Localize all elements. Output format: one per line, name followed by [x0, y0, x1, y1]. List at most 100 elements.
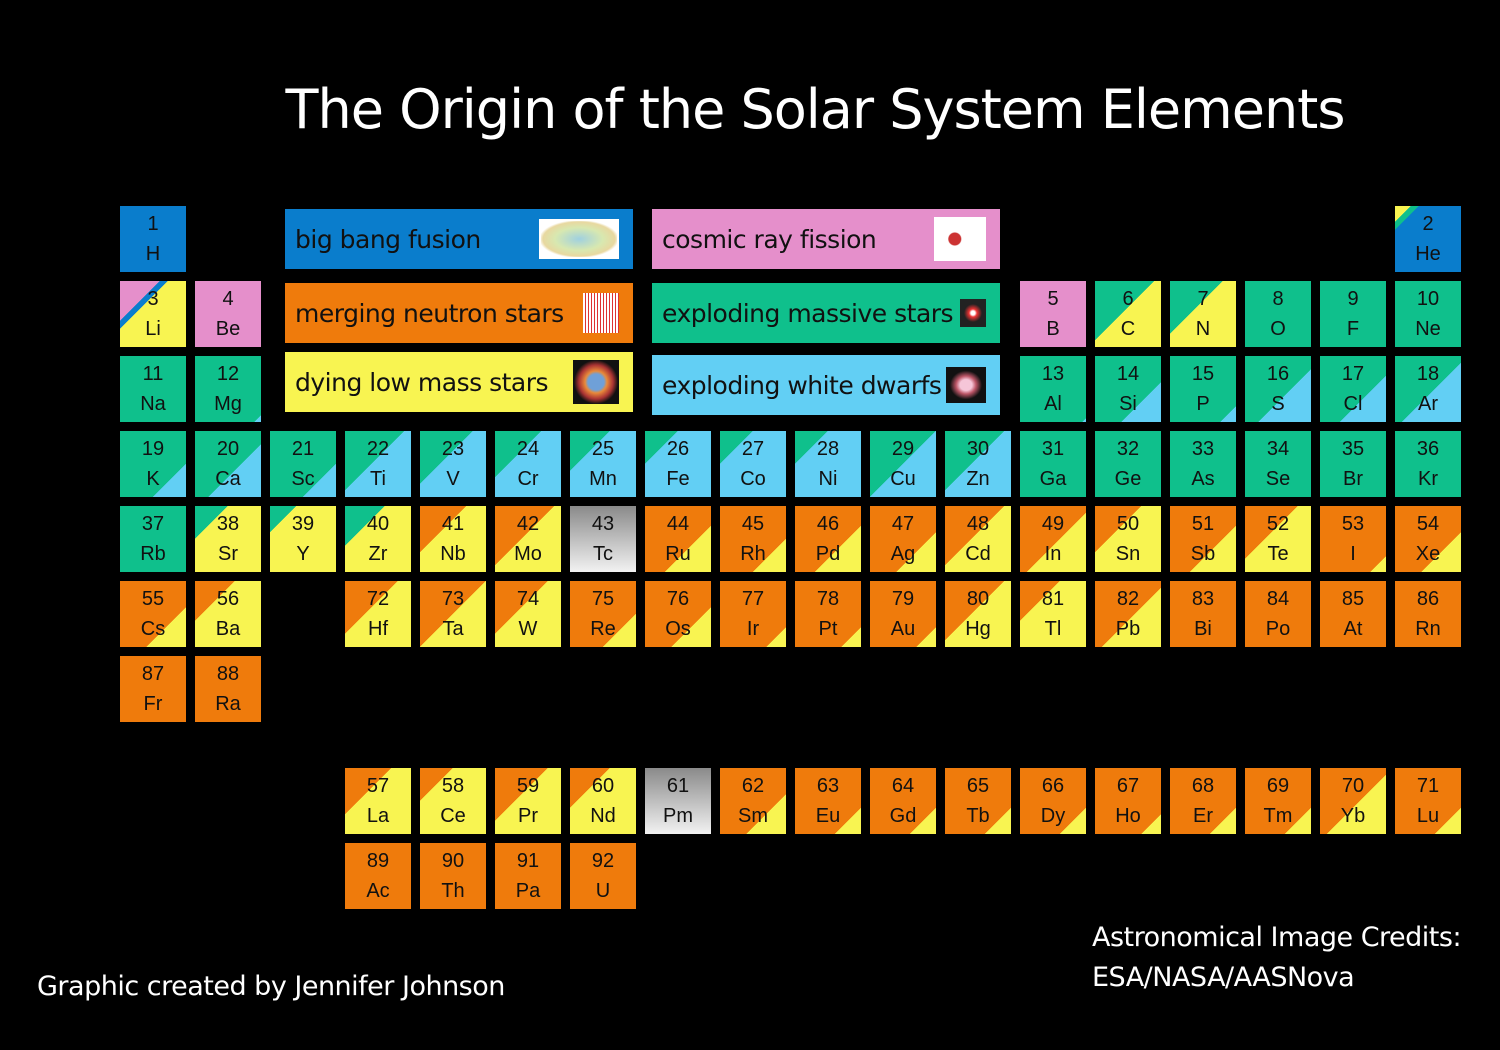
atomic-number: 87 — [141, 663, 165, 685]
element-Ag: 47 Ag — [870, 506, 936, 572]
atomic-number: 92 — [591, 850, 615, 872]
element-Ho: 67 Ho — [1095, 768, 1161, 834]
atomic-number: 21 — [291, 438, 315, 460]
element-Ce: 58 Ce — [420, 768, 486, 834]
element-Rh: 45 Rh — [720, 506, 786, 572]
element-At: 85 At — [1320, 581, 1386, 647]
nucleus-fission-icon — [934, 217, 986, 261]
element-symbol: Ge — [1114, 468, 1142, 490]
element-symbol: Be — [215, 318, 241, 340]
element-I: 53 I — [1320, 506, 1386, 572]
element-Cd: 48 Cd — [945, 506, 1011, 572]
element-symbol: Ne — [1415, 318, 1441, 340]
atomic-number: 16 — [1266, 363, 1290, 385]
element-Fr: 87 Fr — [120, 656, 186, 722]
atomic-number: 3 — [147, 288, 159, 310]
element-Ti: 22 Ti — [345, 431, 411, 497]
element-symbol: Al — [1044, 393, 1062, 415]
image-credits-heading: Astronomical Image Credits: — [1092, 922, 1462, 953]
element-symbol: Cl — [1343, 393, 1363, 415]
atomic-number: 91 — [516, 850, 540, 872]
element-symbol: P — [1196, 393, 1210, 415]
atomic-number: 28 — [816, 438, 840, 460]
legend-label: cosmic ray fission — [662, 224, 877, 254]
atomic-number: 83 — [1191, 588, 1215, 610]
element-Cs: 55 Cs — [120, 581, 186, 647]
atomic-number: 48 — [966, 513, 990, 535]
legend-exploding-massive-stars: exploding massive stars — [652, 283, 1000, 343]
element-symbol: Mg — [214, 393, 242, 415]
element-symbol: Mo — [514, 543, 542, 565]
atomic-number: 75 — [591, 588, 615, 610]
element-Sr: 38 Sr — [195, 506, 261, 572]
element-Cl: 17 Cl — [1320, 356, 1386, 422]
element-symbol: Ni — [818, 468, 838, 490]
element-symbol: Co — [740, 468, 766, 490]
element-symbol: Se — [1265, 468, 1291, 490]
element-symbol: Hf — [368, 618, 388, 640]
element-symbol: Xe — [1415, 543, 1441, 565]
element-symbol: Lu — [1416, 805, 1440, 827]
atomic-number: 81 — [1041, 588, 1065, 610]
atomic-number: 22 — [366, 438, 390, 460]
atomic-number: 15 — [1191, 363, 1215, 385]
atomic-number: 60 — [591, 775, 615, 797]
element-symbol: Os — [665, 618, 691, 640]
atomic-number: 18 — [1416, 363, 1440, 385]
atomic-number: 66 — [1041, 775, 1065, 797]
atomic-number: 43 — [591, 513, 615, 535]
element-symbol: Nb — [440, 543, 466, 565]
legend-label: exploding white dwarfs — [662, 370, 942, 400]
atomic-number: 41 — [441, 513, 465, 535]
element-symbol: Dy — [1040, 805, 1066, 827]
element-symbol: O — [1270, 318, 1286, 340]
element-symbol: Ir — [746, 618, 760, 640]
atomic-number: 70 — [1341, 775, 1365, 797]
element-Hg: 80 Hg — [945, 581, 1011, 647]
atomic-number: 56 — [216, 588, 240, 610]
element-symbol: Cd — [965, 543, 991, 565]
element-symbol: F — [1346, 318, 1360, 340]
element-Y: 39 Y — [270, 506, 336, 572]
legend-exploding-white-dwarfs: exploding white dwarfs — [652, 355, 1000, 415]
element-Po: 84 Po — [1245, 581, 1311, 647]
element-Hf: 72 Hf — [345, 581, 411, 647]
atomic-number: 67 — [1116, 775, 1140, 797]
element-Pt: 78 Pt — [795, 581, 861, 647]
atomic-number: 36 — [1416, 438, 1440, 460]
element-symbol: N — [1195, 318, 1211, 340]
atomic-number: 88 — [216, 663, 240, 685]
atomic-number: 59 — [516, 775, 540, 797]
element-Er: 68 Er — [1170, 768, 1236, 834]
element-symbol: Rh — [740, 543, 766, 565]
element-Sb: 51 Sb — [1170, 506, 1236, 572]
element-symbol: Gd — [889, 805, 917, 827]
element-symbol: Eu — [815, 805, 841, 827]
atomic-number: 84 — [1266, 588, 1290, 610]
page-title: The Origin of the Solar System Elements — [285, 78, 1346, 141]
element-U: 92 U — [570, 843, 636, 909]
element-Co: 27 Co — [720, 431, 786, 497]
element-Ni: 28 Ni — [795, 431, 861, 497]
element-symbol: Cr — [517, 468, 539, 490]
atomic-number: 40 — [366, 513, 390, 535]
element-He: 2 He — [1395, 206, 1461, 272]
element-symbol: Sc — [291, 468, 315, 490]
element-symbol: Cu — [890, 468, 916, 490]
element-symbol: Kr — [1418, 468, 1438, 490]
element-S: 16 S — [1245, 356, 1311, 422]
element-Rn: 86 Rn — [1395, 581, 1461, 647]
element-symbol: At — [1343, 618, 1363, 640]
element-symbol: Mn — [589, 468, 617, 490]
element-Ge: 32 Ge — [1095, 431, 1161, 497]
element-symbol: Po — [1265, 618, 1291, 640]
element-Pa: 91 Pa — [495, 843, 561, 909]
element-Mn: 25 Mn — [570, 431, 636, 497]
atomic-number: 32 — [1116, 438, 1140, 460]
atomic-number: 64 — [891, 775, 915, 797]
legend-label: merging neutron stars — [295, 298, 564, 328]
element-symbol: Cs — [140, 618, 166, 640]
element-symbol: Si — [1119, 393, 1137, 415]
element-Bi: 83 Bi — [1170, 581, 1236, 647]
